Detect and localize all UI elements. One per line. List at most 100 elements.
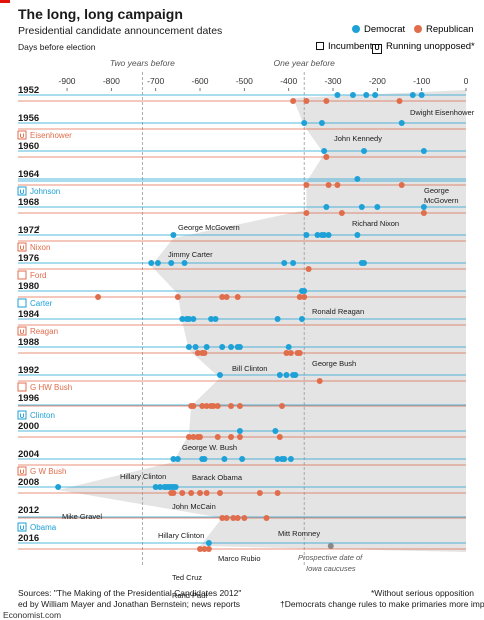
republican-point — [279, 403, 286, 409]
democrat-point — [203, 344, 210, 350]
x-tick-label: -500 — [236, 76, 253, 86]
legend-republican-label: Republican — [426, 24, 474, 35]
annotation-label: Ted Cruz — [172, 573, 202, 582]
republican-point — [274, 490, 281, 496]
annotation-label: George — [424, 186, 449, 195]
democrat-point — [276, 372, 283, 378]
iowa-caucus-point — [327, 543, 334, 549]
annotation-label: George Bush — [312, 359, 356, 368]
democrat-point — [301, 120, 308, 126]
annotation-label: George McGovern — [178, 223, 240, 232]
year-label: 1992 — [18, 365, 39, 376]
republican-point — [323, 154, 330, 160]
democrat-point — [272, 428, 279, 434]
republican-point — [263, 515, 270, 521]
democrat-point — [290, 260, 297, 266]
democrat-point — [361, 148, 368, 154]
democrat-point — [321, 232, 328, 238]
unopposed-marker: U — [20, 329, 25, 336]
early-announcement-area — [58, 90, 466, 552]
unopposed-square-icon: U — [372, 44, 382, 54]
democrat-point — [374, 204, 381, 210]
republican-point — [236, 403, 243, 409]
annotation-label: John Kennedy — [334, 134, 382, 143]
unopposed-marker: U — [20, 413, 25, 420]
incumbent-label: Clinton — [30, 411, 55, 420]
year-label: 1984 — [18, 309, 40, 320]
republican-point — [234, 294, 241, 300]
republican-point — [197, 546, 204, 552]
legend-incumbent: Incumbent — [316, 41, 372, 52]
republican-point — [214, 434, 221, 440]
republican-point — [199, 403, 206, 409]
democrat-point — [192, 344, 199, 350]
year-label: 1960 — [18, 141, 39, 152]
republican-point — [325, 182, 332, 188]
republican-point — [219, 294, 226, 300]
x-axis-caption: Days before election — [18, 42, 96, 52]
footer-note-1: *Without serious opposition — [370, 588, 474, 598]
incumbent-label: Carter — [30, 299, 53, 308]
incumbent-square-icon — [316, 42, 324, 50]
legend-republican-dot — [414, 25, 422, 33]
democrat-point — [334, 92, 341, 98]
annotation-label: Bill Clinton — [232, 364, 267, 373]
annotation-label: Mitt Romney — [278, 529, 320, 538]
incumbent-label: Obama — [30, 523, 57, 532]
incumbent-label: G W Bush — [30, 467, 66, 476]
republican-point — [223, 515, 230, 521]
unopposed-marker: U — [20, 525, 25, 532]
democrat-point — [172, 484, 179, 490]
democrat-point — [201, 456, 208, 462]
x-tick-label: 0 — [464, 76, 469, 86]
republican-point — [296, 294, 303, 300]
republican-point — [303, 98, 310, 104]
democrat-point — [274, 456, 281, 462]
democrat-point — [236, 344, 243, 350]
annotation-label: Dwight Eisenhower — [410, 108, 475, 117]
republican-point — [234, 515, 241, 521]
republican-point — [210, 403, 217, 409]
democrat-point — [303, 232, 310, 238]
democrat-point — [274, 316, 281, 322]
reference-line-label: One year before — [273, 58, 335, 68]
republican-point — [201, 546, 208, 552]
incumbent-marker — [17, 522, 27, 532]
republican-point — [219, 515, 226, 521]
republican-point — [190, 403, 197, 409]
footer-notes: *Without serious opposition †Democrats ch… — [280, 588, 484, 610]
annotation-label: Barack Obama — [192, 473, 243, 482]
republican-point — [194, 350, 201, 356]
republican-point — [276, 434, 283, 440]
republican-point — [179, 490, 186, 496]
incumbent-marker — [17, 186, 27, 196]
republican-point — [216, 490, 223, 496]
annotation-label: Richard Nixon — [352, 219, 399, 228]
footer-sources-line-2: ed by William Mayer and Jonathan Bernste… — [18, 599, 241, 609]
republican-point — [290, 98, 297, 104]
republican-point — [228, 403, 235, 409]
democrat-point — [409, 92, 416, 98]
year-label: 2016 — [18, 533, 39, 544]
democrat-point — [221, 456, 228, 462]
republican-point — [236, 434, 243, 440]
republican-point — [283, 350, 290, 356]
x-tick-label: -100 — [413, 76, 430, 86]
year-label: 1988 — [18, 337, 39, 348]
democrat-point — [168, 260, 175, 266]
legend-unopposed: U Running unopposed* — [372, 41, 475, 54]
democrat-point — [321, 148, 328, 154]
democrat-point — [323, 204, 330, 210]
democrat-point — [287, 456, 294, 462]
footer-sources-line-1: Sources: "The Making of the Presidential… — [18, 588, 242, 598]
republican-point — [338, 210, 345, 216]
republican-point — [197, 434, 204, 440]
republican-point — [301, 294, 308, 300]
year-label: 1952 — [18, 85, 39, 96]
republican-point — [214, 403, 221, 409]
footer-sources: Sources: "The Making of the Presidential… — [18, 588, 241, 610]
democrat-point — [418, 92, 425, 98]
x-tick-label: -600 — [192, 76, 209, 86]
year-label: 1968 — [18, 197, 39, 208]
